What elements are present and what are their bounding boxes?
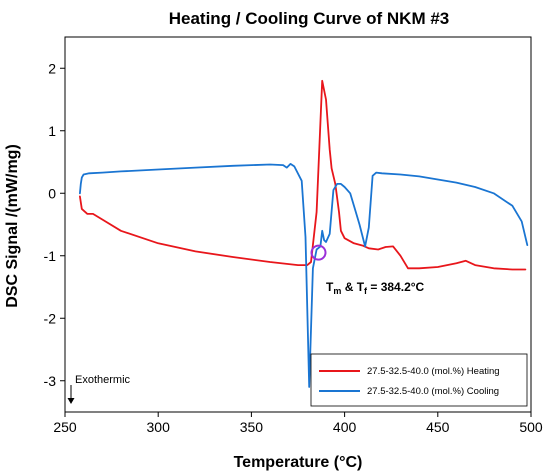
- legend: 27.5-32.5-40.0 (mol.%) Heating 27.5-32.5…: [310, 353, 528, 407]
- x-axis-label: Temperature (°C): [234, 454, 363, 471]
- chart-title: Heating / Cooling Curve of NKM #3: [169, 9, 450, 28]
- legend-label-heating: 27.5-32.5-40.0 (mol.%) Heating: [367, 366, 500, 377]
- y-tick-label: -1: [44, 248, 57, 264]
- legend-box: [310, 353, 528, 407]
- x-tick-label: 500: [519, 419, 543, 435]
- legend-label-cooling: 27.5-32.5-40.0 (mol.%) Cooling: [367, 386, 499, 397]
- exothermic-label: Exothermic: [75, 374, 131, 386]
- exothermic-arrow-head: [67, 398, 75, 404]
- x-tick-label: 350: [240, 419, 264, 435]
- plot-frame: [64, 36, 532, 413]
- transition-label-mid: & T: [341, 280, 364, 294]
- transition-marker: [310, 244, 327, 261]
- y-tick-label: -3: [44, 373, 57, 389]
- series-line-heating: [79, 79, 527, 271]
- y-tick-label: 2: [48, 60, 56, 76]
- annotation-layer: Tm & Tf = 384.2°C Exothermic: [67, 244, 425, 404]
- y-axis-label: DSC Signal /(mW/mg): [4, 144, 21, 308]
- transition-label-sub2: f: [364, 286, 368, 296]
- transition-label-pre: T: [326, 280, 334, 294]
- x-tick-label: 400: [333, 419, 357, 435]
- x-tick-label: 250: [53, 419, 77, 435]
- y-tick-label: -2: [44, 310, 57, 326]
- transition-label: Tm & Tf = 384.2°C: [326, 280, 425, 296]
- transition-label-sub1: m: [333, 286, 341, 296]
- x-tick-label: 450: [426, 419, 450, 435]
- y-tick-label: 0: [48, 185, 56, 201]
- ticks-layer: 250 300 350 400 450 500 -3 -2 -1 0 1 2: [44, 60, 543, 435]
- x-tick-label: 300: [147, 419, 171, 435]
- transition-label-post: = 384.2°C: [367, 280, 425, 294]
- series-layer: [79, 79, 529, 388]
- series-line-cooling: [79, 162, 529, 388]
- y-tick-label: 1: [48, 123, 56, 139]
